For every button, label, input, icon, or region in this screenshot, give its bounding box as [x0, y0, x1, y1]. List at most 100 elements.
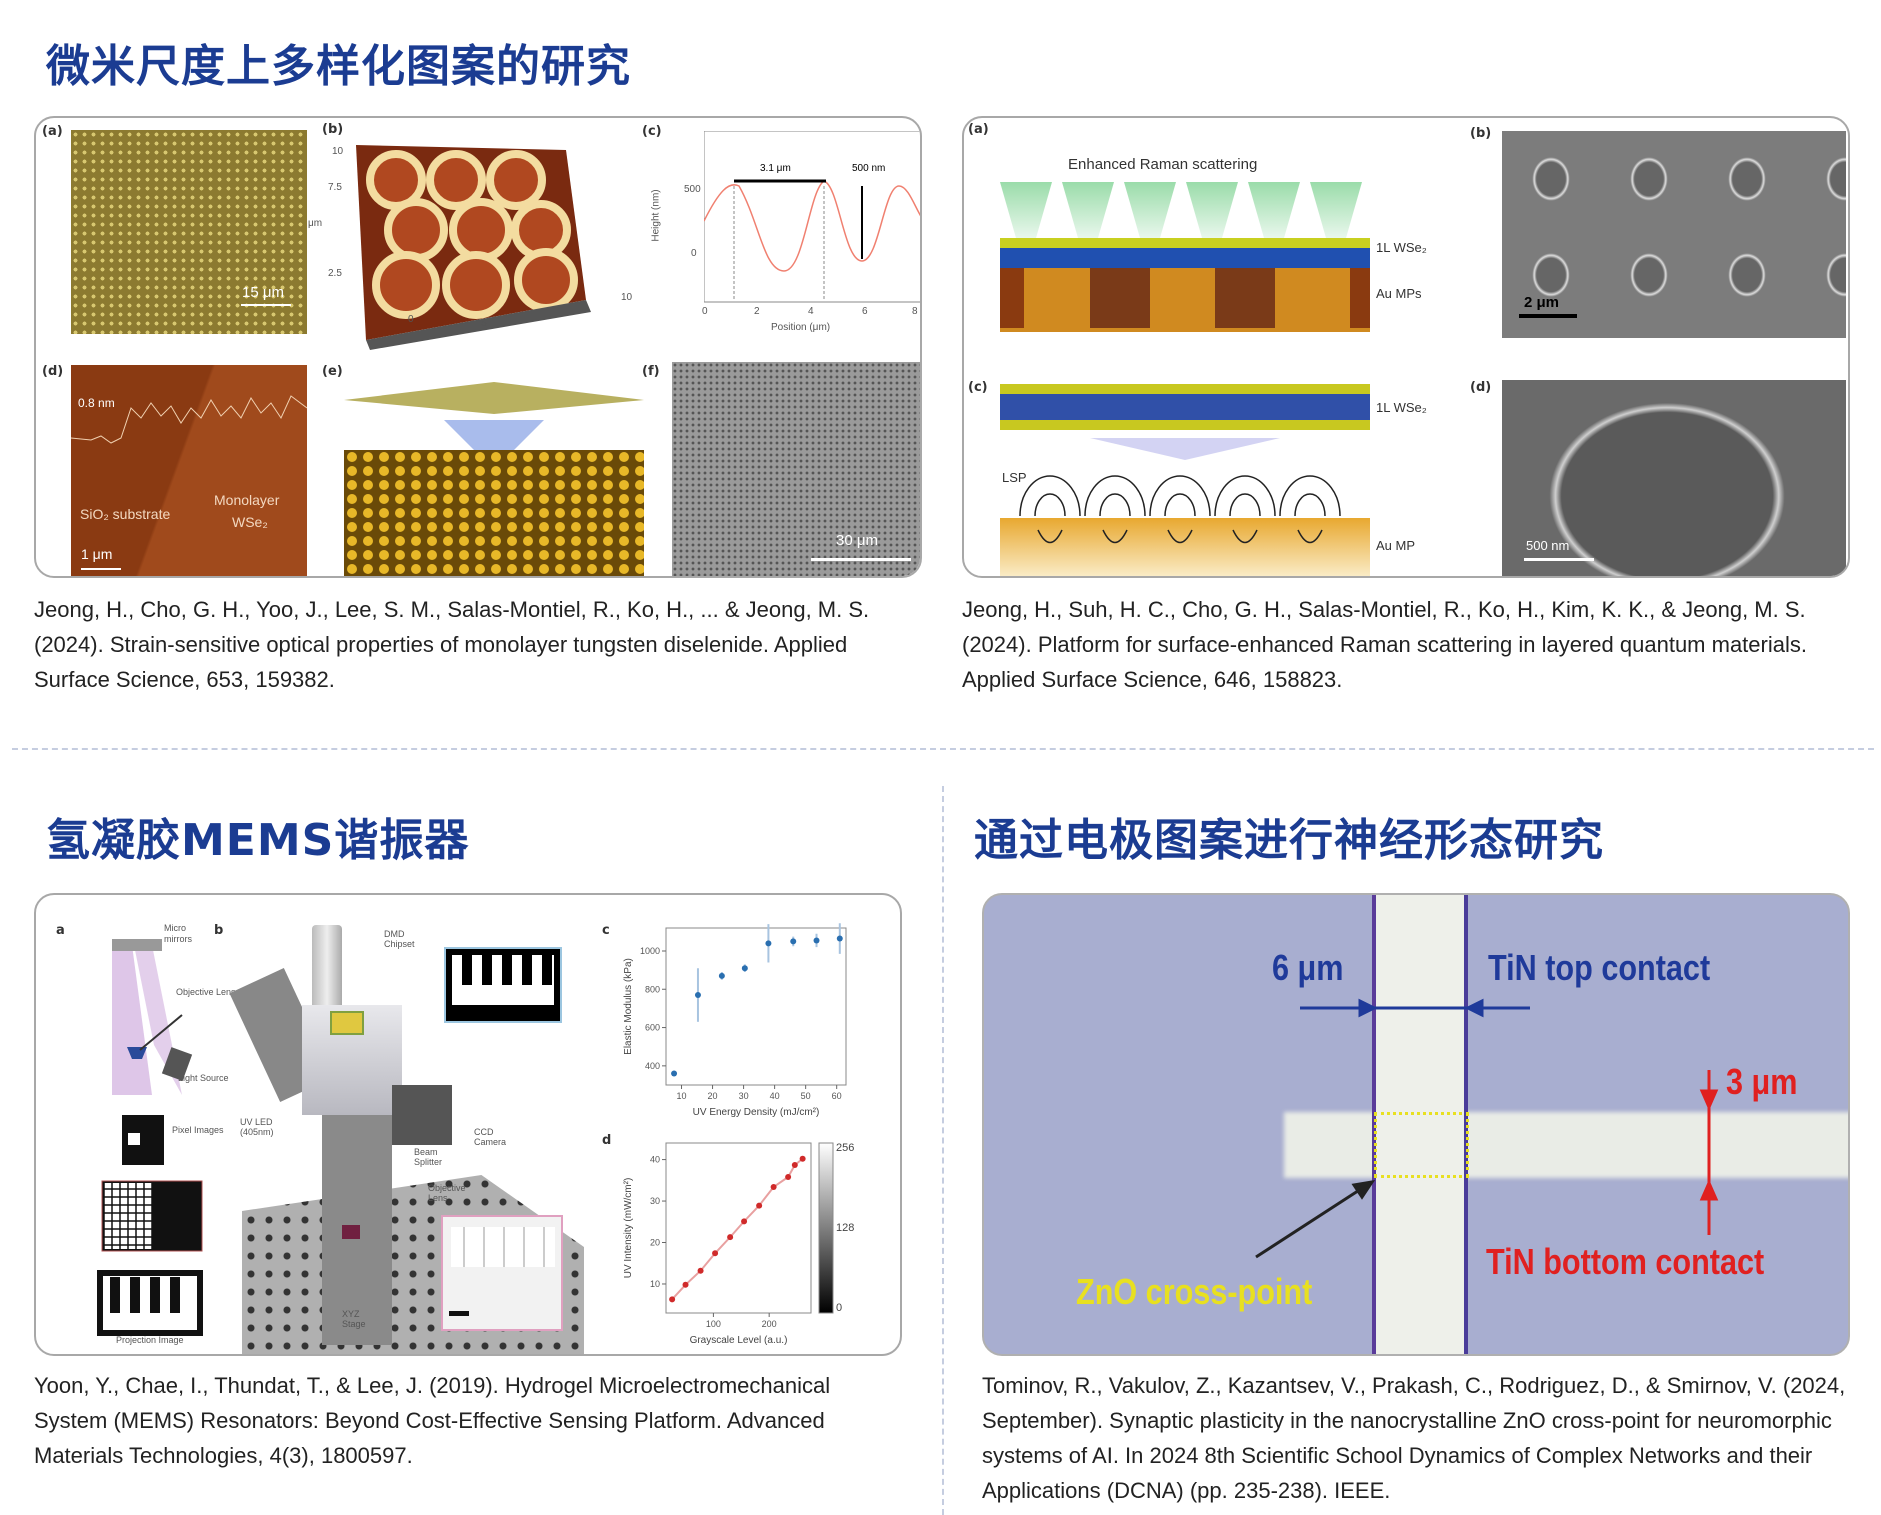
- elastic-modulus-chart: 10 20 30 40 50 60 400 600 800 1000 UV Energy Densi…: [623, 923, 847, 1118]
- layer-label: 1L WSe₂: [1376, 240, 1427, 255]
- series-line: [671, 1157, 804, 1300]
- diagram-title: Enhanced Raman scattering: [1068, 156, 1258, 173]
- optics-label: Micro mirrors: [164, 923, 192, 944]
- citation: Jeong, H., Suh, H. C., Cho, G. H., Salas…: [962, 597, 1807, 692]
- axis-tick: 0: [408, 314, 414, 325]
- panel-label: (c): [642, 124, 662, 139]
- figure-sers-platform: (a) Enhanced Raman scattering 1L WSe₂ Au…: [962, 116, 1850, 578]
- optics-label: Pixel Images: [172, 1125, 224, 1135]
- x-tick: 4: [808, 306, 814, 317]
- axis-tick: 5: [481, 318, 487, 329]
- y-axis-label: Height (nm): [650, 189, 662, 242]
- sem-micropillars: [1502, 131, 1846, 338]
- transfer-schematic: [344, 382, 644, 576]
- axis-unit: μm: [308, 218, 323, 229]
- x-axis-label: Position (μm): [771, 322, 831, 333]
- period-label: 3.1 μm: [760, 163, 791, 174]
- crosspoint-label: ZnO cross-point: [1076, 1271, 1313, 1312]
- colorbar: [818, 1142, 834, 1314]
- data-point: [682, 1281, 689, 1288]
- layer-label: Monolayer: [214, 492, 280, 508]
- x-tick-label: 200: [762, 1319, 777, 1329]
- scale-label: 30 μm: [836, 532, 878, 549]
- axis-tick: 10: [332, 146, 344, 157]
- panel-label: d: [602, 1133, 612, 1148]
- y-tick-label: 30: [650, 1196, 660, 1206]
- width-label: 6 μm: [1272, 947, 1344, 988]
- section-title-hydrogel: 氢凝胶MEMS谐振器: [46, 815, 470, 866]
- data-point: [836, 935, 843, 942]
- crosspoint-box: [1374, 1112, 1469, 1178]
- y-tick-label: 1000: [640, 946, 660, 956]
- height-trace: [71, 395, 307, 444]
- panel-label: (b): [322, 122, 344, 137]
- scale-label: 15 μm: [242, 284, 284, 301]
- uv-intensity-chart: 100 200 10 20 30 40 Grayscale Level (a.u.) UV I…: [623, 1142, 854, 1346]
- dmd-pattern-inset: [444, 947, 562, 1023]
- scale-bar: [241, 304, 291, 306]
- data-point: [671, 1070, 678, 1077]
- sem-hex-array: [672, 362, 920, 576]
- x-tick-label: 40: [770, 1091, 780, 1101]
- y-tick-label: 10: [650, 1279, 660, 1289]
- raman-schematic: [1000, 182, 1370, 332]
- afm-3d-honeycomb: [356, 145, 591, 350]
- y-tick-label: 40: [650, 1155, 660, 1165]
- setup-label: DMD Chipset: [384, 929, 415, 949]
- y-tick-label: 600: [645, 1023, 660, 1033]
- data-point: [813, 937, 820, 944]
- data-point: [697, 1267, 704, 1274]
- setup-label: UV LED (405nm): [240, 1117, 274, 1137]
- afm-monolayer-image: [71, 365, 307, 576]
- plot-frame: [665, 927, 847, 1086]
- y-tick: 500: [684, 184, 701, 195]
- panel-label: (d): [42, 364, 64, 379]
- x-tick-label: 60: [832, 1091, 842, 1101]
- plot-frame: [665, 1142, 812, 1314]
- citation: Jeong, H., Cho, G. H., Yoo, J., Lee, S. …: [34, 597, 870, 692]
- substrate-label: Au MP: [1376, 538, 1416, 553]
- data-point: [799, 1155, 806, 1162]
- y-tick: 0: [691, 248, 697, 259]
- y-axis-label: Elastic Modulus (kPa): [623, 958, 634, 1055]
- figure-zno-crosspoint: 6 μm TiN top contact 3 μm TiN bottom con…: [982, 893, 1850, 1356]
- panel-label: (b): [1470, 126, 1492, 141]
- citation: Yoon, Y., Chae, I., Thundat, T., & Lee, …: [34, 1373, 831, 1468]
- projection-optics-schematic: [97, 939, 203, 1336]
- data-point: [756, 1202, 763, 1209]
- amplitude-label: 500 nm: [852, 163, 886, 174]
- x-tick: 6: [862, 306, 868, 317]
- scale-label: 2 μm: [1524, 294, 1560, 311]
- data-point: [712, 1250, 719, 1257]
- top-contact-label: TiN top contact: [1488, 947, 1711, 988]
- layer-label: 1L WSe₂: [1376, 400, 1427, 415]
- data-point: [770, 1183, 777, 1190]
- data-point: [669, 1296, 676, 1303]
- scale-bar: [1524, 558, 1594, 561]
- data-point: [765, 940, 772, 947]
- colorbar-tick-label: 128: [836, 1222, 854, 1234]
- panel-label: (d): [1470, 380, 1492, 395]
- setup-label: Objective Lens: [428, 1183, 466, 1203]
- scale-label: 1 μm: [81, 546, 113, 562]
- data-point: [727, 1234, 734, 1241]
- height-label: 3 μm: [1726, 1061, 1798, 1102]
- scale-bar: [811, 558, 911, 561]
- optics-label: Light Source: [178, 1073, 229, 1083]
- section-title-neuromorphic: 通过电极图案进行神经形态研究: [974, 815, 1604, 866]
- panel-label: b: [214, 923, 224, 938]
- panel-label: (a): [42, 124, 63, 139]
- setup-label: Beam Splitter: [414, 1147, 443, 1167]
- optical-micrograph-hex-array: [71, 130, 307, 334]
- panel-label: (c): [968, 380, 988, 395]
- citation: Tominov, R., Vakulov, Z., Kazantsev, V.,…: [982, 1373, 1846, 1503]
- height-profile-plot: [704, 131, 920, 303]
- x-tick-label: 20: [708, 1091, 718, 1101]
- setup-label: XYZ Stage: [342, 1309, 366, 1329]
- panel-label: a: [56, 923, 65, 938]
- annotation-arrows: [1255, 998, 1719, 1259]
- optics-label: Objective Lens: [176, 987, 236, 997]
- scale-label: 500 nm: [1526, 538, 1570, 553]
- y-axis-label: UV Intensity (mW/cm²): [623, 1178, 634, 1279]
- step-label: 0.8 nm: [78, 396, 115, 410]
